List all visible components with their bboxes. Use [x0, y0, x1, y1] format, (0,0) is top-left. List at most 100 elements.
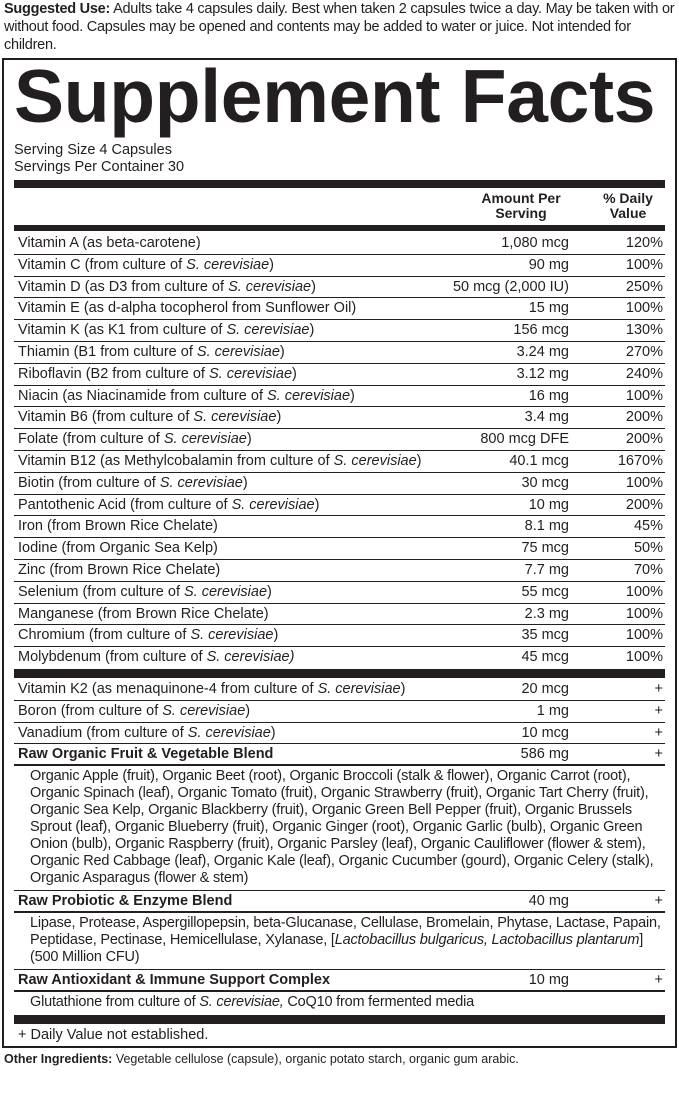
blend-ingredients: Organic Apple (fruit), Organic Beet (roo… — [14, 766, 665, 892]
daily-value: + — [654, 971, 663, 988]
amount: 1,080 mcg — [501, 235, 569, 251]
nutrient-name: Vitamin K2 (as menaquinone-4 from cultur… — [18, 679, 405, 700]
desc-italic: S. cerevisiae, — [199, 993, 284, 1010]
name-text: Selenium (from culture of — [18, 583, 185, 600]
amount: 10 mcg — [521, 724, 569, 741]
name-italic: S. cerevisiae — [228, 278, 312, 295]
name-text: Biotin (from culture of — [18, 474, 160, 491]
nutrient-name: Iron (from Brown Rice Chelate) — [18, 516, 218, 537]
name-italic: S. cerevisiae — [190, 627, 274, 644]
amount: 2.3 mg — [524, 605, 569, 622]
footnote: + Daily Value not established. — [18, 1026, 209, 1043]
desc-text: Glutathione from culture of — [30, 993, 200, 1010]
nutrient-row: Pantothenic Acid (from culture of S. cer… — [14, 495, 665, 517]
nutrient-row: Vitamin B12 (as Methylcobalamin from cul… — [14, 451, 665, 473]
nutrient-name: Vitamin B6 (from culture of S. cerevisia… — [18, 407, 281, 428]
desc-suffix: ] (500 Million CFU) — [30, 931, 644, 965]
nutrient-row: Vitamin B6 (from culture of S. cerevisia… — [14, 407, 665, 430]
nutrient-name: Vitamin E (as d-alpha tocopherol from Su… — [18, 298, 356, 319]
name-suffix: ) — [279, 343, 285, 360]
nutrient-list: Vitamin A (as beta-carotene) 1,080 mcg 120… — [14, 233, 665, 669]
name-text: Zinc (from Brown Rice Chelate) — [18, 561, 221, 578]
dv-header: % Daily Value — [603, 190, 653, 221]
name-suffix: ) — [416, 452, 422, 469]
name-italic: S. cerevisiae — [159, 474, 243, 491]
blend-row: Raw Antioxidant & Immune Support Complex… — [14, 970, 665, 992]
daily-value: 100% — [625, 256, 663, 273]
amount: 40.1 mcg — [509, 452, 569, 469]
daily-value: 1670% — [617, 452, 663, 469]
name-text: Vitamin B6 (from culture of — [18, 409, 194, 426]
daily-value: 120% — [625, 235, 663, 251]
nutrient-row: Niacin (as Niacinamide from culture of S… — [14, 386, 665, 408]
amount: 3.4 mg — [524, 409, 569, 426]
nutrient-name: Iodine (from Organic Sea Kelp) — [18, 538, 218, 559]
name-text: Boron (from culture of — [18, 702, 163, 719]
amount: 10 mg — [528, 971, 569, 988]
name-text: Niacin (as Niacinamide from culture of — [18, 387, 268, 404]
name-italic: S. cerevisiae — [317, 680, 401, 697]
nutrient-name: Niacin (as Niacinamide from culture of S… — [18, 386, 355, 407]
nutrient-row: Selenium (from culture of S. cerevisiae)… — [14, 582, 665, 604]
name-text: Chromium (from culture of — [18, 627, 191, 644]
amount: 15 mg — [528, 300, 569, 317]
nutrient-row: Chromium (from culture of S. cerevisiae)… — [14, 625, 665, 648]
amount: 1 mg — [536, 702, 569, 719]
amount: 3.12 mg — [516, 365, 569, 382]
name-text: Vitamin K2 (as menaquinone-4 from cultur… — [18, 680, 318, 697]
nutrient-row: Thiamin (B1 from culture of S. cerevisia… — [14, 342, 665, 364]
amount: 586 mg — [520, 746, 569, 763]
nutrient-name: Chromium (from culture of S. cerevisiae) — [18, 625, 278, 646]
nutrient-name: Biotin (from culture of S. cerevisiae) — [18, 473, 248, 494]
daily-value: 50% — [633, 540, 663, 557]
panel-title: Supplement Facts — [14, 54, 656, 138]
desc-text: Lipase, Protease, Aspergillopepsin, beta… — [30, 914, 661, 948]
name-italic: S. cerevisiae — [163, 431, 247, 448]
other-ingredients: Other Ingredients: Vegetable cellulose (… — [4, 1051, 679, 1067]
divider — [14, 668, 665, 678]
divider — [14, 1014, 665, 1024]
daily-value: + — [654, 702, 663, 719]
name-italic: S. cerevisiae — [186, 256, 270, 273]
name-suffix: ) — [400, 680, 406, 697]
nutrient-name: Vanadium (from culture of S. cerevisiae) — [18, 723, 276, 744]
nutrient-row: Vanadium (from culture of S. cerevisiae)… — [14, 723, 665, 745]
daily-value: 100% — [625, 474, 663, 491]
blend-row: Raw Probiotic & Enzyme Blend 40 mg + — [14, 891, 665, 913]
name-italic: S. cerevisiae — [226, 322, 310, 339]
other-ingredients-text: Vegetable cellulose (capsule), organic p… — [112, 1051, 519, 1066]
amount: 35 mcg — [521, 627, 569, 644]
nutrient-row: Vitamin A (as beta-carotene) 1,080 mcg 120… — [14, 233, 665, 255]
suggested-use-text: Adults take 4 capsules daily. Best when … — [4, 1, 675, 53]
amount: 10 mg — [528, 496, 569, 513]
name-italic: S. cerevisiae — [333, 452, 417, 469]
name-suffix: ) — [242, 474, 248, 491]
name-suffix: ) — [269, 256, 275, 273]
serving-size: Serving Size 4 Capsules — [14, 142, 172, 158]
nutrient-name: Vitamin C (from culture of S. cerevisiae… — [18, 255, 274, 276]
divider — [14, 225, 665, 231]
daily-value: 100% — [625, 627, 663, 644]
nutrient-name: Molybdenum (from culture of S. cerevisia… — [18, 647, 294, 668]
desc-suffix: CoQ10 from fermented media — [283, 993, 474, 1010]
daily-value: + — [654, 746, 663, 763]
nutrient-name: Boron (from culture of S. cerevisiae) — [18, 701, 250, 722]
blend-name: Raw Organic Fruit & Vegetable Blend — [18, 746, 274, 763]
daily-value: + — [654, 724, 663, 741]
name-italic: S. cerevisiae — [209, 365, 293, 382]
amount: 40 mg — [528, 893, 569, 910]
nutrient-name: Selenium (from culture of S. cerevisiae) — [18, 582, 272, 603]
name-text: Vitamin C (from culture of — [18, 256, 187, 273]
name-text: Iodine (from Organic Sea Kelp) — [18, 540, 218, 557]
amount: 20 mcg — [521, 680, 569, 697]
amount: 30 mcg — [521, 474, 569, 491]
amount: 7.7 mg — [524, 561, 569, 578]
blend-ingredients: Glutathione from culture of S. cerevisia… — [14, 992, 665, 1014]
amount: 55 mcg — [521, 583, 569, 600]
nutrient-row: Iodine (from Organic Sea Kelp) 75 mcg 50% — [14, 538, 665, 560]
name-suffix: ) — [311, 278, 316, 295]
daily-value: 100% — [625, 583, 663, 600]
amount: 45 mcg — [521, 649, 569, 666]
daily-value: 45% — [633, 518, 663, 535]
name-text: Vitamin E (as d-alpha tocopherol from Su… — [18, 300, 357, 317]
